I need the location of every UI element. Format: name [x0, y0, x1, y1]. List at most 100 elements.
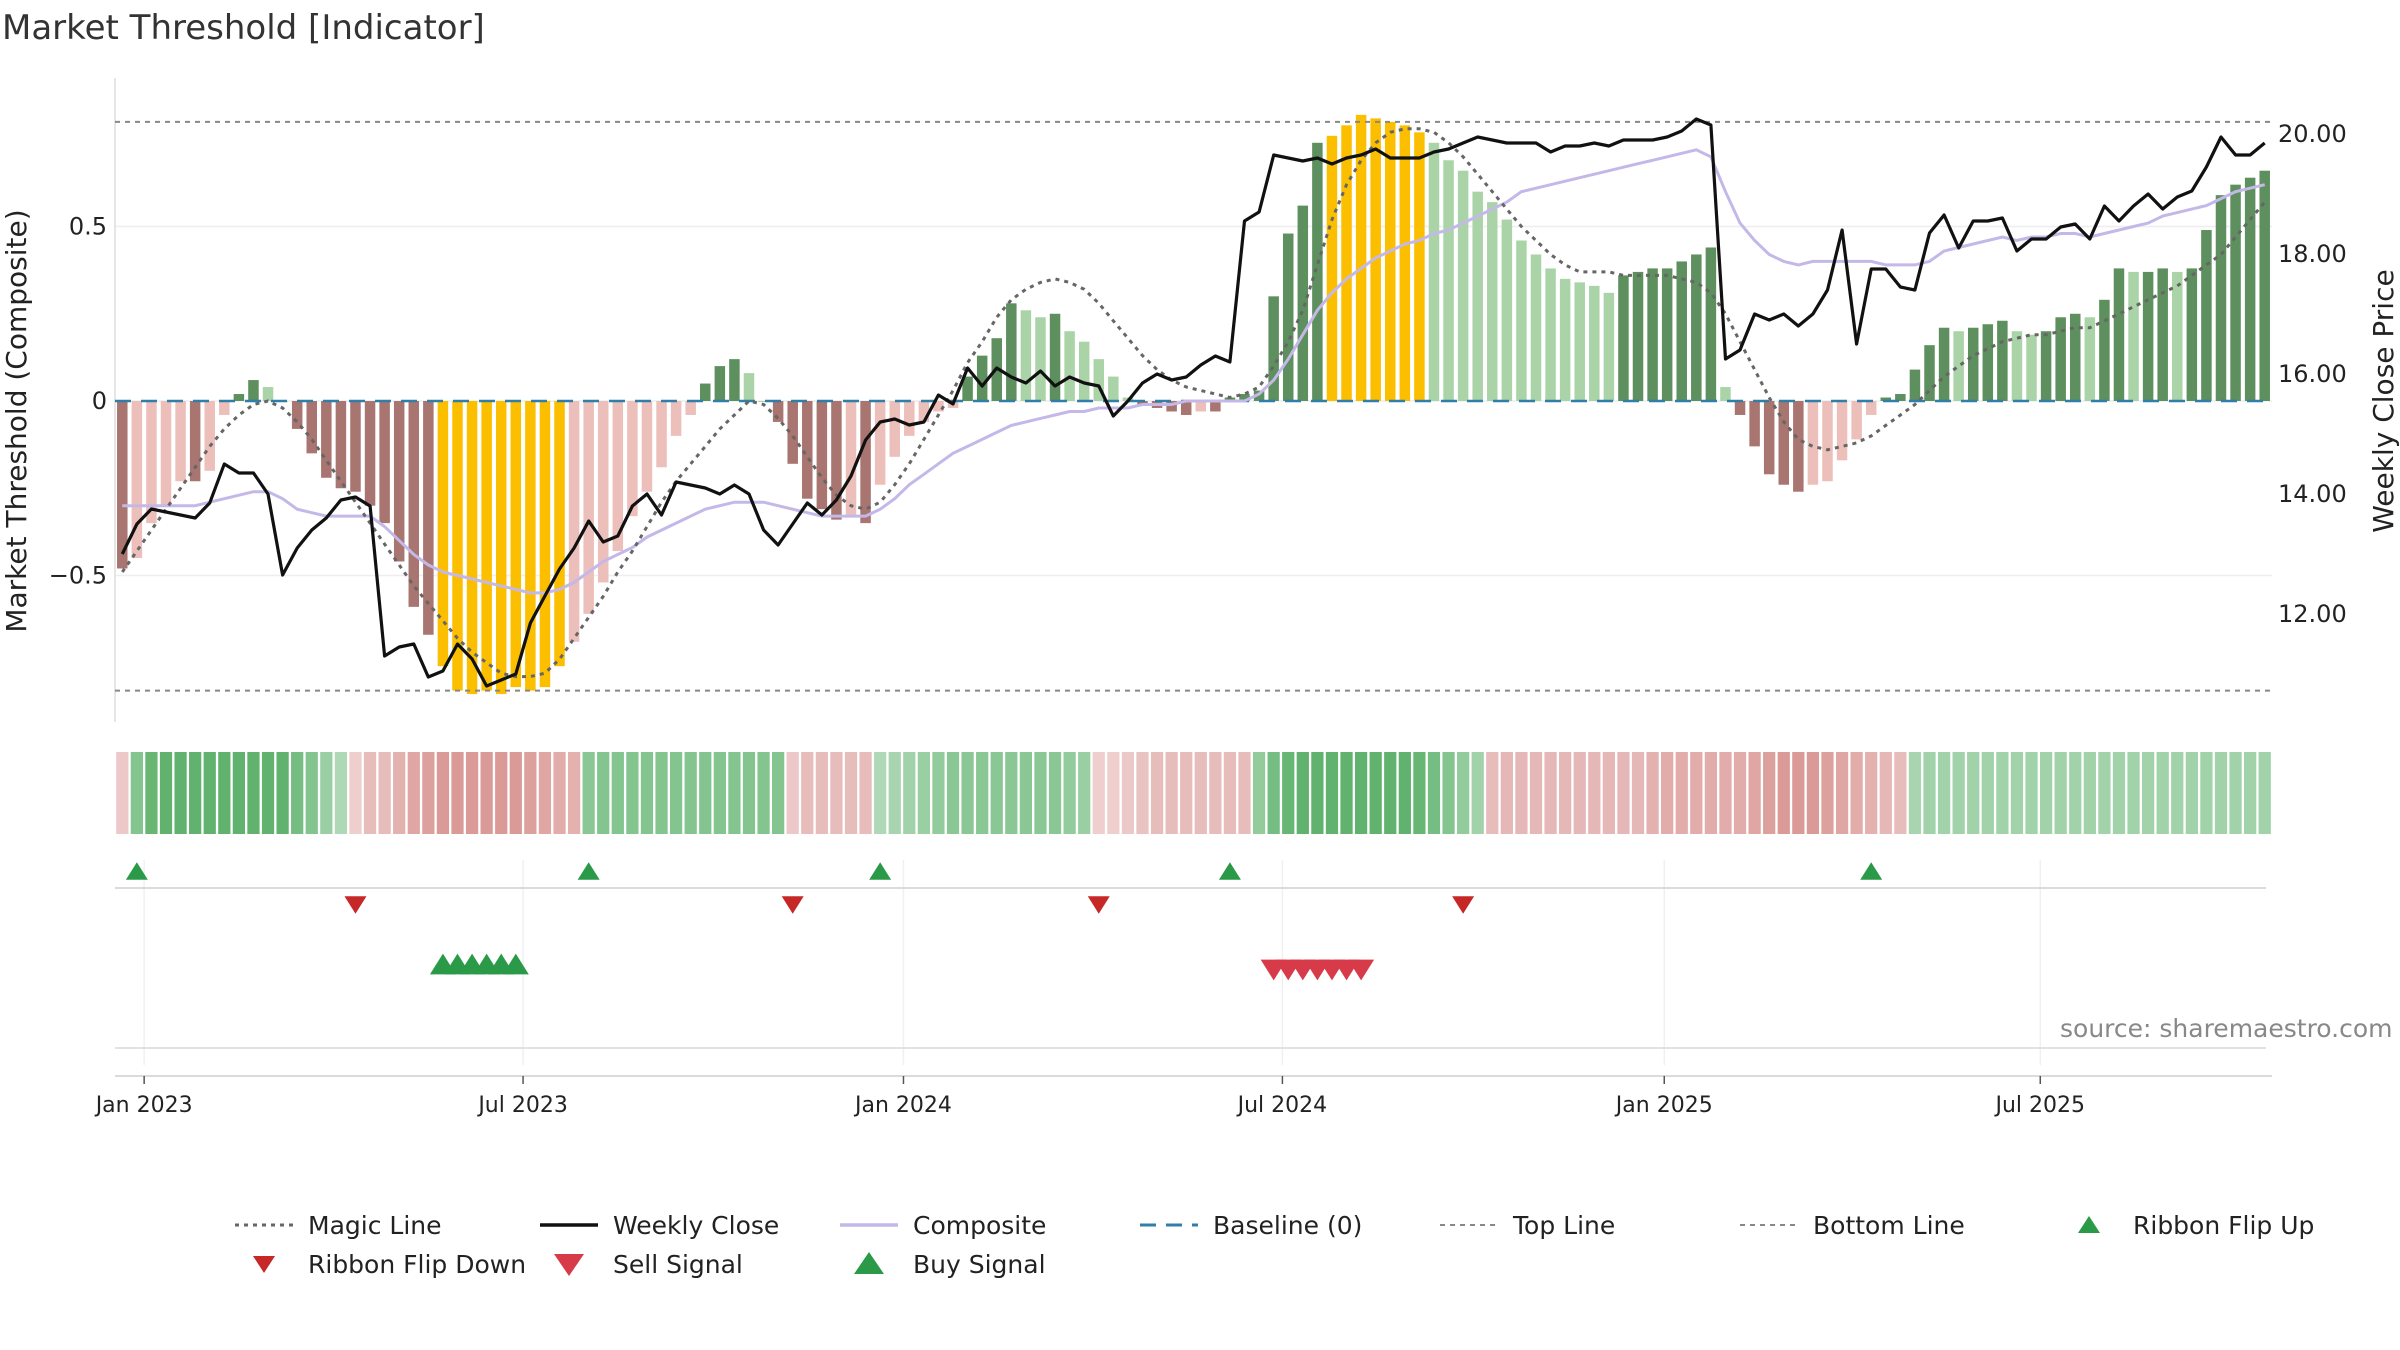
ribbon-cell [378, 752, 391, 834]
composite-bar [408, 401, 420, 607]
legend-label: Sell Signal [613, 1250, 743, 1279]
composite-bar [1078, 341, 1090, 401]
composite-bar [452, 401, 463, 691]
ribbon [116, 752, 2271, 834]
ribbon-cell [932, 752, 945, 834]
ribbon-cell [1427, 752, 1441, 834]
composite-bar [1880, 397, 1892, 401]
composite-bar [656, 401, 667, 468]
ribbon-cell [976, 752, 989, 834]
ribbon-cell [2141, 752, 2155, 834]
ribbon-cell [801, 752, 814, 834]
composite-bar [772, 401, 784, 422]
ribbon-cell [422, 752, 435, 834]
ribbon-cell [349, 752, 362, 834]
legend-label: Weekly Close [613, 1211, 779, 1240]
ribbon-cell [1675, 752, 1688, 834]
composite-bar [1895, 394, 1906, 401]
ribbon-cell [2185, 752, 2198, 834]
ribbon-cell [2025, 752, 2038, 834]
composite-bar [1967, 327, 1979, 401]
composite-bar [219, 401, 230, 415]
composite-bar [233, 394, 245, 401]
ribbon-cell [640, 752, 654, 834]
composite-bar [1006, 303, 1017, 401]
legend-item: Magic Line [235, 1211, 442, 1240]
composite-bar [2259, 170, 2270, 401]
ribbon-flip-up-marker [1860, 862, 1883, 880]
y-tick-label: 0.5 [69, 213, 107, 241]
composite-bar [2040, 331, 2052, 401]
ribbon-cell [655, 752, 668, 834]
ribbon-cell [1296, 752, 1309, 834]
composite-bar [802, 401, 813, 499]
ribbon-cell [830, 752, 843, 834]
composite-bar [1501, 219, 1513, 401]
ribbon-cell [1806, 752, 1820, 834]
legend-label: Ribbon Flip Up [2133, 1211, 2314, 1240]
ribbon-cell [713, 752, 726, 834]
ribbon-cell [844, 752, 858, 834]
composite-bar [2215, 195, 2227, 401]
ribbon-cell [2054, 752, 2067, 834]
composite-bar [2011, 331, 2023, 401]
ribbon-cell [159, 752, 173, 834]
ribbon-cell [1588, 752, 1601, 834]
composite-bar [1778, 401, 1790, 485]
ribbon-cell [247, 752, 260, 834]
composite-bar [1618, 275, 1629, 401]
composite-bar [2244, 177, 2256, 401]
ribbon-cell [1340, 752, 1353, 834]
composite-bar [962, 376, 973, 401]
composite-bar [204, 401, 215, 471]
ribbon-cell [276, 752, 289, 834]
ribbon-cell [1500, 752, 1513, 834]
composite-bar [2113, 268, 2125, 401]
ribbon-cell [1180, 752, 1193, 834]
ribbon-cell [1413, 752, 1426, 834]
ribbon-cell [1471, 752, 1484, 834]
composite-bar [1822, 401, 1833, 482]
composite-bar [2069, 313, 2081, 401]
composite-bar [933, 401, 944, 412]
x-tick-label: Jul 2024 [1236, 1093, 1328, 1118]
composite-bar [2099, 299, 2110, 401]
legend-swatch [854, 1252, 884, 1274]
legend-item: Ribbon Flip Up [2078, 1211, 2314, 1240]
composite-bar [1559, 278, 1571, 401]
composite-bar [568, 401, 580, 642]
ribbon-cell [1398, 752, 1411, 834]
ribbon-cell [2229, 752, 2242, 834]
composite-bar [831, 401, 842, 520]
chart-title: Market Threshold [Indicator] [2, 8, 485, 48]
composite-bar [1909, 369, 1921, 401]
ribbon-flip-up-marker [1218, 862, 1241, 880]
composite-bar [627, 401, 638, 517]
composite-bar [1020, 310, 1032, 401]
composite-bar [1443, 160, 1454, 401]
composite-bar [1836, 401, 1848, 461]
composite-bar [1341, 125, 1352, 401]
ribbon-cell [611, 752, 624, 834]
composite-bar [1705, 247, 1717, 401]
ribbon-cell [859, 752, 872, 834]
ribbon-cell [116, 752, 129, 834]
composite-bar [1312, 142, 1323, 401]
ribbon-cell [2039, 752, 2053, 834]
ribbon-cell [815, 752, 828, 834]
composite-bar [1530, 254, 1542, 401]
composite-bar [306, 401, 318, 454]
composite-bar [1865, 401, 1877, 415]
ribbon-cell [874, 752, 887, 834]
ribbon-cell [320, 752, 333, 834]
composite-bar [1224, 397, 1236, 401]
composite-bar [2084, 317, 2096, 401]
legend-item: Top Line [1440, 1211, 1615, 1240]
ribbon-cell [1354, 752, 1368, 834]
composite-bar [495, 401, 507, 695]
composite-bar [1239, 394, 1250, 401]
composite-bar [743, 373, 755, 401]
composite-bar [1997, 320, 2008, 401]
composite-bar [1326, 135, 1338, 401]
composite-bar [1093, 359, 1105, 401]
